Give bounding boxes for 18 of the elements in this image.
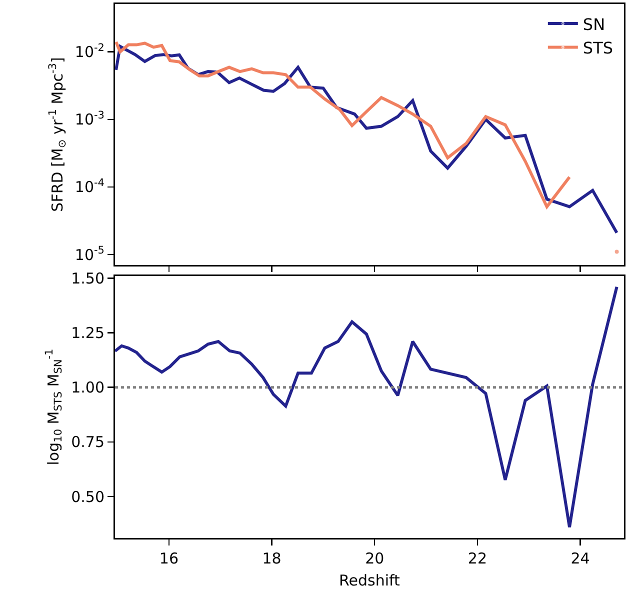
line-series — [115, 285, 618, 529]
y-tick-label: 10$^{-5}$ — [74, 244, 104, 264]
y-tick-label: 10$^{-2}$ — [74, 42, 104, 62]
x-tick-label: 20 — [365, 550, 384, 568]
x-tick-label: 22 — [468, 550, 488, 568]
x-tick-label: 18 — [262, 550, 282, 568]
y-tick-label: 10$^{-3}$ — [74, 109, 104, 129]
x-axis-title: Redshift — [339, 571, 400, 590]
y-tick-label: 0.75 — [71, 433, 104, 452]
y-tick-label: 10$^{-4}$ — [74, 176, 105, 196]
legend-label: STS — [582, 38, 614, 58]
y-tick-label: 1.00 — [71, 378, 104, 397]
y-tick-label: 0.50 — [71, 488, 104, 506]
legend-label: SN — [582, 14, 606, 34]
y-tick-label: 1.25 — [71, 324, 104, 342]
y-tick-label: 1.50 — [71, 269, 104, 288]
x-tick-label: 16 — [159, 550, 179, 568]
x-tick-label: 24 — [570, 550, 590, 568]
